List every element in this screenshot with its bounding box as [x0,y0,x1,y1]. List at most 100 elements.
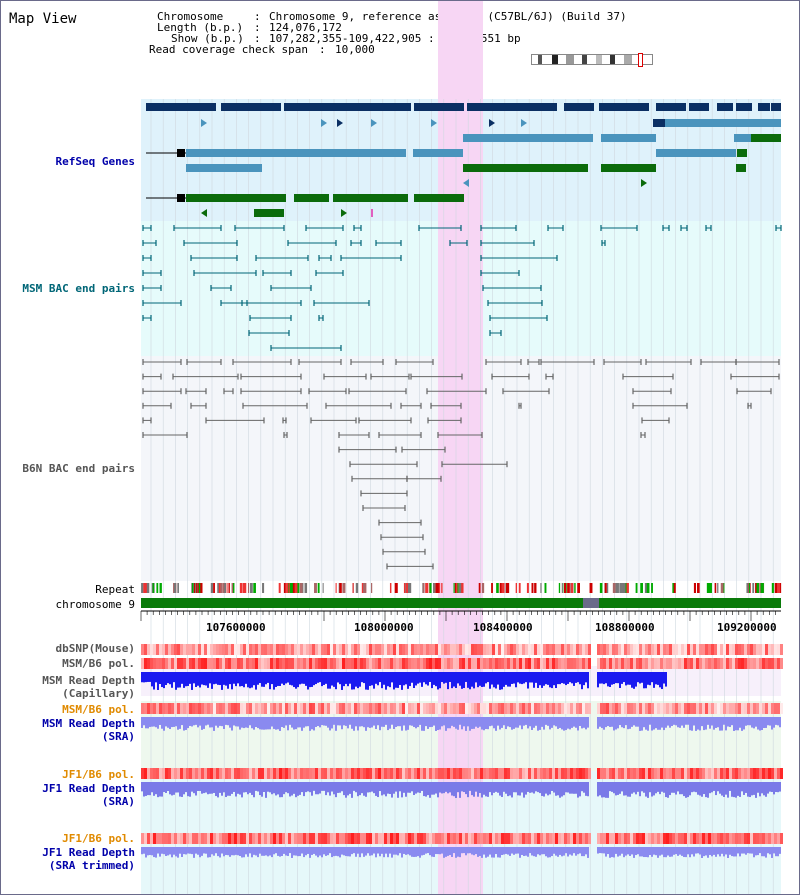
depth-bar [449,672,451,682]
jf1-depth-sra-label[interactable]: JF1 Read Depth [42,782,135,795]
polymorphism-cell [456,703,459,714]
polymorphism-cell [186,703,189,714]
polymorphism-cell [342,768,345,779]
polymorphism-cell [504,768,507,779]
depth-bar [703,847,705,857]
depth-bar [527,672,529,689]
gene-bar [601,134,656,142]
depth-bar [707,717,709,725]
polymorphism-cell [141,644,144,655]
depth-bar [185,782,187,793]
chromosome-ideogram[interactable] [531,53,653,67]
dbsnp-label[interactable]: dbSNP(Mouse) [55,642,135,655]
gene-bar [186,149,406,157]
depth-bar [387,672,389,687]
depth-bar [359,672,361,687]
msm-depth-sra-label[interactable]: MSM Read Depth [42,717,135,730]
polymorphism-cell [711,768,714,779]
polymorphism-cell [318,768,321,779]
refseq-genes-label[interactable]: RefSeq Genes [55,155,135,168]
depth-bar [439,782,441,793]
polymorphism-cell [324,768,327,779]
depth-bar [457,847,459,857]
depth-bar [335,847,337,856]
jf1-depth-trim-label[interactable]: JF1 Read Depth [42,846,135,859]
polymorphism-cell [390,658,393,669]
polymorphism-cell [285,703,288,714]
depth-bar [535,672,537,683]
depth-bar [353,672,355,690]
depth-bar [291,717,293,728]
polymorphism-cell [561,768,564,779]
depth-bar [157,717,159,729]
repeat-mark [499,583,502,593]
depth-bar [225,672,227,686]
msm-depth-capillary-label[interactable]: MSM Read Depth [42,674,135,687]
polymorphism-cell [177,658,180,669]
jf1-b6-pol-label[interactable]: JF1/B6 pol. [62,768,135,781]
depth-bar [491,847,493,858]
polymorphism-cell [216,658,219,669]
polymorphism-cell [693,658,696,669]
depth-bar [335,782,337,798]
polymorphism-cell [759,658,762,669]
polymorphism-cell [753,658,756,669]
depth-bar [155,782,157,795]
depth-bar [211,847,213,855]
polymorphism-cell [645,833,648,844]
depth-bar [577,847,579,855]
depth-bar [545,847,547,857]
polymorphism-cell [681,658,684,669]
depth-bar [211,672,213,689]
depth-bar [385,672,387,690]
depth-bar [531,672,533,683]
depth-bar [341,782,343,792]
repeat-mark [619,583,622,593]
depth-bar [679,717,681,728]
depth-bar [209,782,211,794]
polymorphism-cell [279,658,282,669]
depth-bar [161,847,163,854]
depth-bar [295,672,297,689]
polymorphism-cell [675,703,678,714]
depth-bar [575,672,577,683]
depth-bar [383,717,385,727]
depth-bar [215,717,217,726]
depth-bar [585,847,587,855]
depth-bar [433,672,435,685]
depth-bar [273,672,275,690]
polymorphism-cell [513,833,516,844]
depth-bar [603,847,605,854]
depth-bar [397,717,399,727]
depth-bar [247,672,249,688]
depth-bar [415,672,417,686]
depth-bar [191,672,193,690]
depth-bar [179,672,181,688]
msm-depth-capillary-sub: (Capillary) [62,687,135,700]
gene-bar [737,149,747,157]
depth-bar [245,717,247,728]
depth-bar [483,847,485,855]
jf1-b6-pol-trim-label[interactable]: JF1/B6 pol. [62,832,135,845]
depth-bar [647,672,649,685]
polymorphism-cell [483,768,486,779]
depth-bar [345,672,347,684]
depth-bar [637,847,639,855]
depth-bar [411,847,413,857]
depth-bar [493,782,495,793]
depth-bar [649,847,651,856]
depth-bar [667,717,669,726]
polymorphism-cell [747,644,750,655]
polymorphism-cell [681,768,684,779]
polymorphism-cell [765,833,768,844]
depth-bar [191,782,193,792]
depth-bar [313,672,315,686]
polymorphism-cell [624,833,627,844]
b6n-bac-label[interactable]: B6N BAC end pairs [22,462,135,475]
msm-b6-pol-label[interactable]: MSM/B6 pol. [62,657,135,670]
msm-bac-label[interactable]: MSM BAC end pairs [22,282,135,295]
msm-b6-pol-sra-label[interactable]: MSM/B6 pol. [62,703,135,716]
polymorphism-cell [417,703,420,714]
